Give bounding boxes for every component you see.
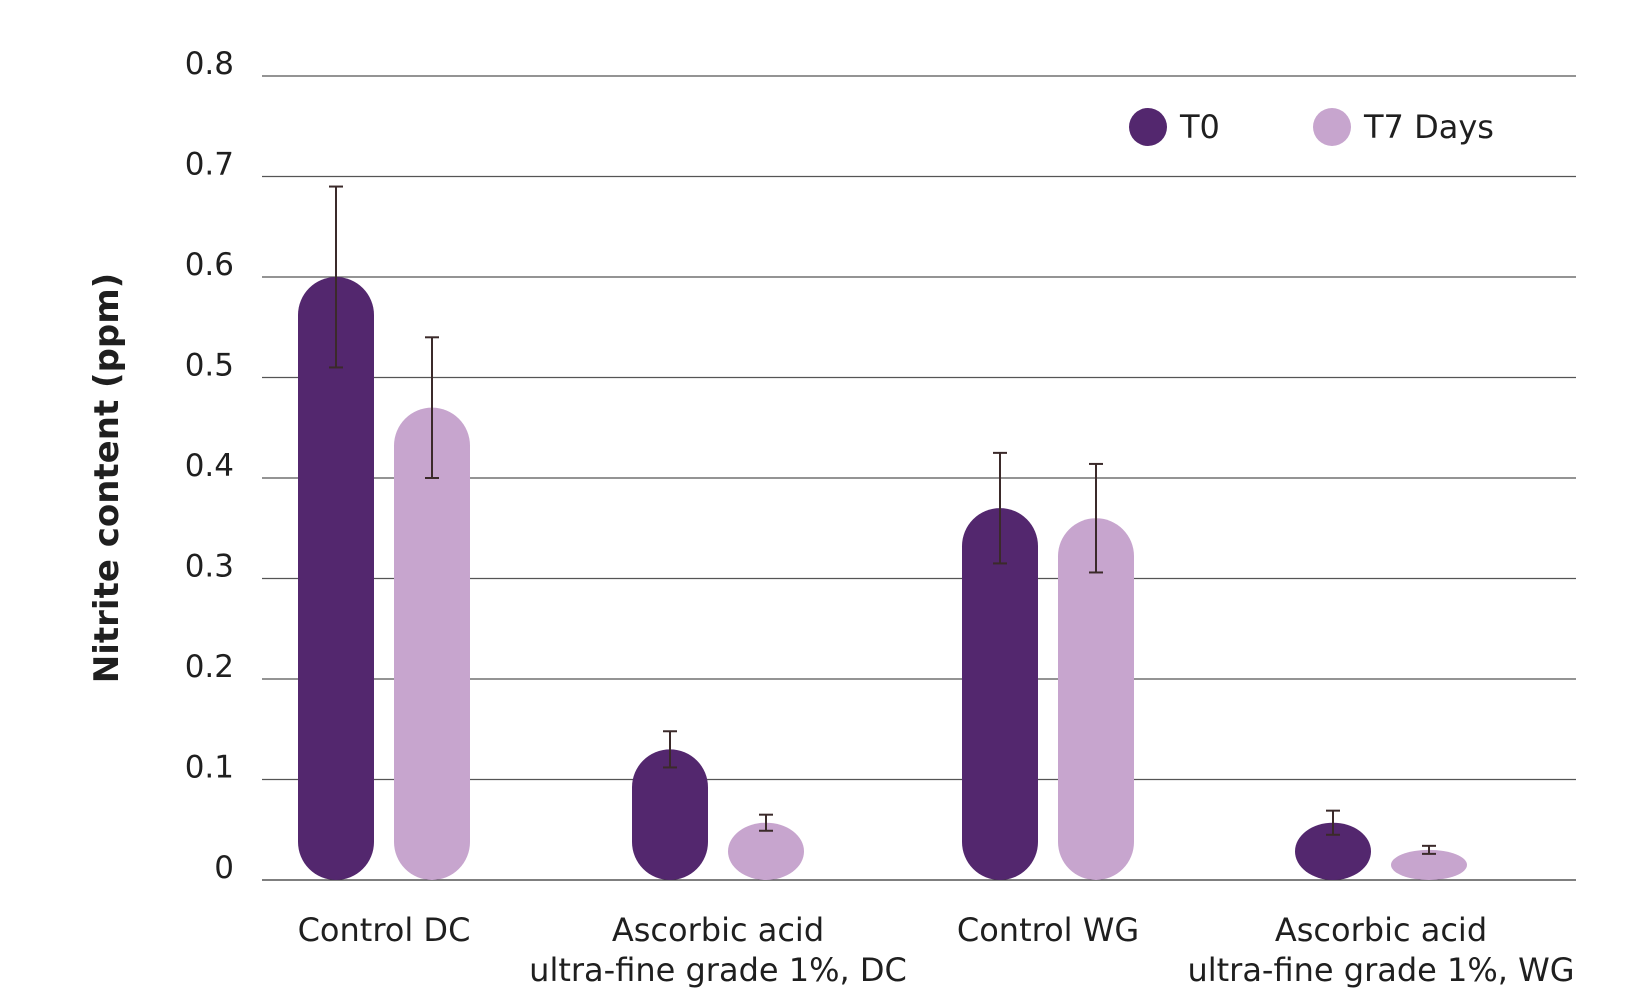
legend: T0 T7 Days xyxy=(1129,108,1494,146)
y-tick-label: 0.1 xyxy=(185,750,234,786)
y-tick-label: 0.3 xyxy=(185,549,234,585)
legend-label: T7 Days xyxy=(1363,108,1494,146)
bar xyxy=(298,277,374,880)
y-tick-label: 0.4 xyxy=(185,448,234,484)
category-label: Control DC xyxy=(298,911,471,949)
y-tick-label: 0.7 xyxy=(185,147,234,183)
bar xyxy=(632,749,708,880)
legend-swatch xyxy=(1129,108,1167,146)
category-label: Control WG xyxy=(957,911,1139,949)
y-tick-labels: 0 0.1 0.2 0.3 0.4 0.5 0.6 0.7 0.8 xyxy=(185,46,234,886)
y-axis-title: Nitrite content (ppm) xyxy=(87,273,127,683)
bar xyxy=(1391,849,1467,880)
category-labels: Control DC Ascorbic acid ultra-fine grade … xyxy=(298,911,1575,989)
bar xyxy=(1058,518,1134,880)
category-label: Ascorbic acid ultra-fine grade 1%, DC xyxy=(529,911,907,989)
bar xyxy=(962,508,1038,880)
bar xyxy=(728,822,804,880)
bars xyxy=(298,277,1467,880)
y-tick-label: 0.5 xyxy=(185,348,234,384)
y-tick-label: 0.6 xyxy=(185,247,234,283)
y-tick-label: 0.8 xyxy=(185,46,234,82)
category-label: Ascorbic acid ultra-fine grade 1%, WG xyxy=(1187,911,1574,989)
legend-label: T0 xyxy=(1179,108,1220,146)
legend-swatch xyxy=(1313,108,1351,146)
bar xyxy=(394,407,470,880)
error-bars xyxy=(329,185,1436,855)
bar xyxy=(1295,822,1371,880)
gridlines xyxy=(262,75,1576,881)
y-tick-label: 0.2 xyxy=(185,649,234,685)
y-tick-label: 0 xyxy=(214,850,234,886)
